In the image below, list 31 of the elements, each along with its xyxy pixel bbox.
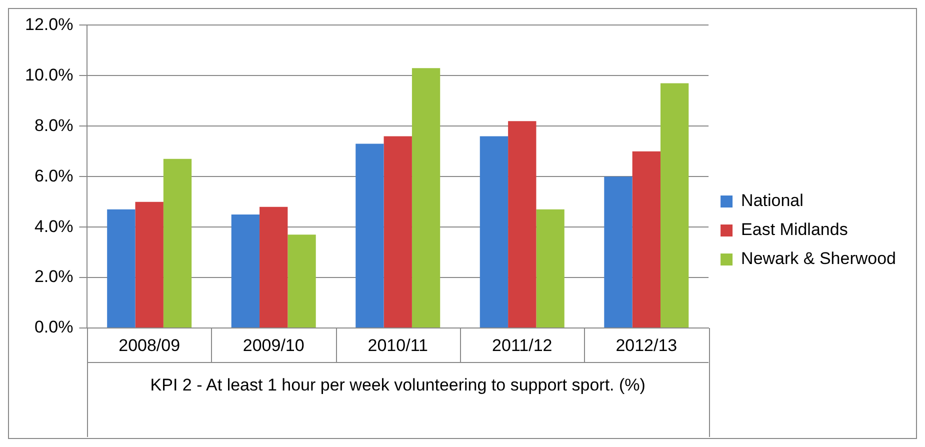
bar — [107, 209, 136, 328]
bar — [632, 151, 660, 328]
y-tick-label: 6.0% — [34, 166, 74, 186]
bar — [480, 136, 508, 328]
y-tick-label: 4.0% — [34, 216, 74, 236]
x-tick-label: 2011/12 — [492, 336, 552, 355]
x-tick-label: 2012/13 — [616, 336, 678, 355]
x-axis-title: KPI 2 - At least 1 hour per week volunteering to support sport. (%) — [150, 376, 646, 395]
y-tick-label: 8.0% — [34, 116, 74, 135]
legend-label: East Midlands — [741, 220, 848, 240]
y-tick-label: 12.0% — [25, 14, 74, 34]
bar — [508, 121, 536, 328]
bar — [604, 176, 632, 328]
bar — [412, 68, 440, 328]
bar — [660, 83, 689, 328]
bar — [163, 158, 192, 328]
bar — [260, 206, 288, 328]
x-tick-label: 2008/09 — [118, 336, 180, 355]
y-tick-label: 0.0% — [34, 318, 74, 337]
legend-label: National — [741, 191, 804, 210]
x-tick-label: 2010/11 — [368, 336, 428, 355]
y-tick-label: 2.0% — [34, 267, 74, 286]
bar — [231, 214, 260, 328]
legend-label: Newark & Sherwood — [741, 249, 896, 268]
bar — [135, 202, 164, 328]
bar — [384, 136, 412, 328]
bar — [536, 209, 564, 328]
x-tick-label: 2009/10 — [242, 336, 304, 355]
bar — [288, 234, 316, 328]
bar — [356, 144, 384, 328]
y-tick-label: 10.0% — [25, 65, 74, 84]
